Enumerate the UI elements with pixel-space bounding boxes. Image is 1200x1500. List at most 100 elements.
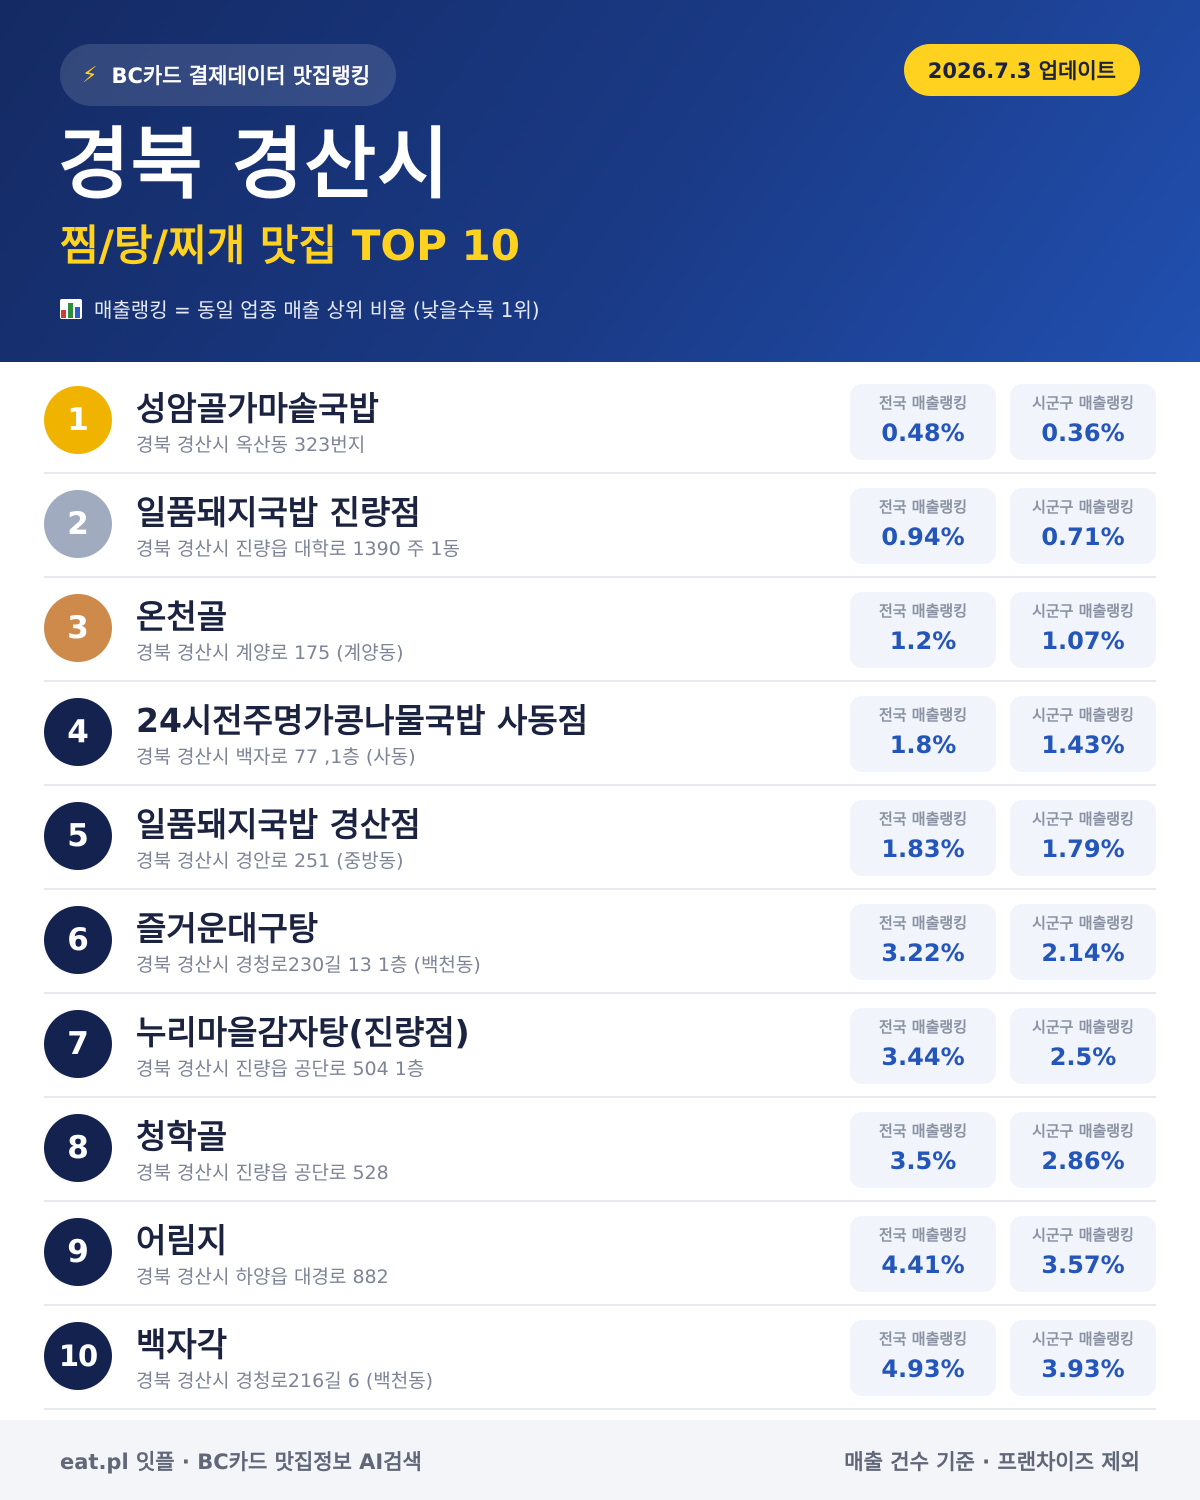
rank-badge: 1 [44, 386, 112, 454]
restaurant-name: 누리마을감자탕(진량점) [136, 1013, 470, 1052]
restaurant-row[interactable]: 2 일품돼지국밥 진량점 경북 경산시 진량읍 대학로 1390 주 1동 전국… [44, 474, 1156, 578]
restaurant-name: 일품돼지국밥 경산점 [136, 805, 421, 844]
national-ranking-value: 3.22% [881, 939, 965, 967]
national-ranking-label: 전국 매출랭킹 [878, 706, 968, 724]
bar-chart-icon [60, 298, 82, 319]
national-ranking-card: 전국 매출랭킹 1.2% [850, 592, 996, 668]
restaurant-row[interactable]: 10 백자각 경북 경산시 경청로216길 6 (백천동) 전국 매출랭킹 4.9… [44, 1306, 1156, 1410]
national-ranking-label: 전국 매출랭킹 [878, 914, 968, 932]
rank-badge: 9 [44, 1218, 112, 1286]
restaurant-address: 경북 경산시 진량읍 공단로 504 1층 [136, 1058, 425, 1080]
local-ranking-label: 시군구 매출랭킹 [1032, 498, 1134, 516]
restaurant-address: 경북 경산시 경청로216길 6 (백천동) [136, 1370, 434, 1392]
rank-badge: 6 [44, 906, 112, 974]
local-ranking-value: 3.93% [1041, 1355, 1125, 1383]
restaurant-name: 온천골 [136, 597, 228, 636]
restaurant-row[interactable]: 1 성암골가마솥국밥 경북 경산시 옥산동 323번지 전국 매출랭킹 0.48%… [44, 370, 1156, 474]
national-ranking-card: 전국 매출랭킹 1.8% [850, 696, 996, 772]
rank-badge: 3 [44, 594, 112, 662]
national-ranking-label: 전국 매출랭킹 [878, 1226, 968, 1244]
local-ranking-card: 시군구 매출랭킹 0.71% [1010, 488, 1156, 564]
local-ranking-label: 시군구 매출랭킹 [1032, 1226, 1134, 1244]
national-ranking-card: 전국 매출랭킹 0.48% [850, 384, 996, 460]
national-ranking-label: 전국 매출랭킹 [878, 810, 968, 828]
restaurant-name: 청학골 [136, 1117, 228, 1156]
national-ranking-label: 전국 매출랭킹 [878, 602, 968, 620]
rank-badge: 2 [44, 490, 112, 558]
national-ranking-card: 전국 매출랭킹 1.83% [850, 800, 996, 876]
local-ranking-label: 시군구 매출랭킹 [1032, 706, 1134, 724]
header-banner: ⚡ BC카드 결제데이터 맛집랭킹 2026.7.3 업데이트 경북 경산시 찜… [0, 0, 1200, 362]
local-ranking-value: 0.71% [1041, 523, 1125, 551]
local-ranking-card: 시군구 매출랭킹 2.14% [1010, 904, 1156, 980]
restaurant-row[interactable]: 3 온천골 경북 경산시 계양로 175 (계양동) 전국 매출랭킹 1.2% 시… [44, 578, 1156, 682]
category-title: 찜/탕/찌개 맛집 TOP 10 [60, 221, 520, 270]
restaurant-name: 즐거운대구탕 [136, 909, 319, 948]
restaurant-list: 1 성암골가마솥국밥 경북 경산시 옥산동 323번지 전국 매출랭킹 0.48%… [44, 370, 1156, 1410]
local-ranking-value: 1.79% [1041, 835, 1125, 863]
local-ranking-label: 시군구 매출랭킹 [1032, 810, 1134, 828]
restaurant-row[interactable]: 5 일품돼지국밥 경산점 경북 경산시 경안로 251 (중방동) 전국 매출랭… [44, 786, 1156, 890]
ranking-note: 매출랭킹 = 동일 업종 매출 상위 비율 (낮을수록 1위) [60, 294, 540, 323]
restaurant-name: 백자각 [136, 1325, 228, 1364]
footer-criteria: 매출 건수 기준 · 프랜차이즈 제외 [844, 1450, 1140, 1474]
restaurant-address: 경북 경산시 계양로 175 (계양동) [136, 642, 404, 664]
local-ranking-value: 3.57% [1041, 1251, 1125, 1279]
national-ranking-value: 0.48% [881, 419, 965, 447]
local-ranking-card: 시군구 매출랭킹 3.57% [1010, 1216, 1156, 1292]
rank-badge: 4 [44, 698, 112, 766]
source-badge-label: BC카드 결제데이터 맛집랭킹 [111, 64, 371, 88]
restaurant-row[interactable]: 4 24시전주명가콩나물국밥 사동점 경북 경산시 백자로 77 ,1층 (사동… [44, 682, 1156, 786]
local-ranking-value: 2.14% [1041, 939, 1125, 967]
local-ranking-card: 시군구 매출랭킹 3.93% [1010, 1320, 1156, 1396]
restaurant-name: 어림지 [136, 1221, 228, 1260]
national-ranking-value: 4.41% [881, 1251, 965, 1279]
local-ranking-card: 시군구 매출랭킹 1.43% [1010, 696, 1156, 772]
national-ranking-card: 전국 매출랭킹 3.5% [850, 1112, 996, 1188]
restaurant-address: 경북 경산시 하양읍 대경로 882 [136, 1266, 389, 1288]
national-ranking-card: 전국 매출랭킹 4.41% [850, 1216, 996, 1292]
national-ranking-value: 3.44% [881, 1043, 965, 1071]
national-ranking-label: 전국 매출랭킹 [878, 498, 968, 516]
region-title: 경북 경산시 [58, 120, 450, 210]
restaurant-row[interactable]: 7 누리마을감자탕(진량점) 경북 경산시 진량읍 공단로 504 1층 전국 … [44, 994, 1156, 1098]
ranking-note-text: 매출랭킹 = 동일 업종 매출 상위 비율 (낮을수록 1위) [94, 298, 540, 322]
national-ranking-value: 1.8% [889, 731, 957, 759]
national-ranking-value: 1.83% [881, 835, 965, 863]
local-ranking-value: 1.43% [1041, 731, 1125, 759]
local-ranking-card: 시군구 매출랭킹 1.07% [1010, 592, 1156, 668]
restaurant-address: 경북 경산시 진량읍 대학로 1390 주 1동 [136, 538, 460, 560]
rank-badge: 10 [44, 1322, 112, 1390]
national-ranking-value: 4.93% [881, 1355, 965, 1383]
national-ranking-label: 전국 매출랭킹 [878, 1330, 968, 1348]
local-ranking-label: 시군구 매출랭킹 [1032, 914, 1134, 932]
restaurant-name: 24시전주명가콩나물국밥 사동점 [136, 701, 589, 740]
national-ranking-label: 전국 매출랭킹 [878, 1018, 968, 1036]
national-ranking-card: 전국 매출랭킹 3.22% [850, 904, 996, 980]
restaurant-row[interactable]: 8 청학골 경북 경산시 진량읍 공단로 528 전국 매출랭킹 3.5% 시군구… [44, 1098, 1156, 1202]
restaurant-address: 경북 경산시 진량읍 공단로 528 [136, 1162, 389, 1184]
local-ranking-card: 시군구 매출랭킹 0.36% [1010, 384, 1156, 460]
rank-badge: 5 [44, 802, 112, 870]
local-ranking-value: 0.36% [1041, 419, 1125, 447]
local-ranking-card: 시군구 매출랭킹 2.5% [1010, 1008, 1156, 1084]
local-ranking-label: 시군구 매출랭킹 [1032, 1330, 1134, 1348]
national-ranking-card: 전국 매출랭킹 3.44% [850, 1008, 996, 1084]
restaurant-address: 경북 경산시 경청로230길 13 1층 (백천동) [136, 954, 481, 976]
restaurant-row[interactable]: 9 어림지 경북 경산시 하양읍 대경로 882 전국 매출랭킹 4.41% 시군… [44, 1202, 1156, 1306]
local-ranking-label: 시군구 매출랭킹 [1032, 1122, 1134, 1140]
restaurant-row[interactable]: 6 즐거운대구탕 경북 경산시 경청로230길 13 1층 (백천동) 전국 매… [44, 890, 1156, 994]
restaurant-name: 성암골가마솥국밥 [136, 389, 379, 428]
national-ranking-label: 전국 매출랭킹 [878, 394, 968, 412]
rank-badge: 7 [44, 1010, 112, 1078]
footer-source: eat.pl 잇플 · BC카드 맛집정보 AI검색 [60, 1450, 422, 1474]
national-ranking-value: 0.94% [881, 523, 965, 551]
footer: eat.pl 잇플 · BC카드 맛집정보 AI검색 매출 건수 기준 · 프랜… [0, 1420, 1200, 1500]
national-ranking-card: 전국 매출랭킹 4.93% [850, 1320, 996, 1396]
source-badge: ⚡ BC카드 결제데이터 맛집랭킹 [60, 44, 397, 106]
local-ranking-value: 2.86% [1041, 1147, 1125, 1175]
local-ranking-label: 시군구 매출랭킹 [1032, 1018, 1134, 1036]
lightning-icon: ⚡ [82, 62, 98, 88]
restaurant-address: 경북 경산시 경안로 251 (중방동) [136, 850, 404, 872]
local-ranking-card: 시군구 매출랭킹 1.79% [1010, 800, 1156, 876]
